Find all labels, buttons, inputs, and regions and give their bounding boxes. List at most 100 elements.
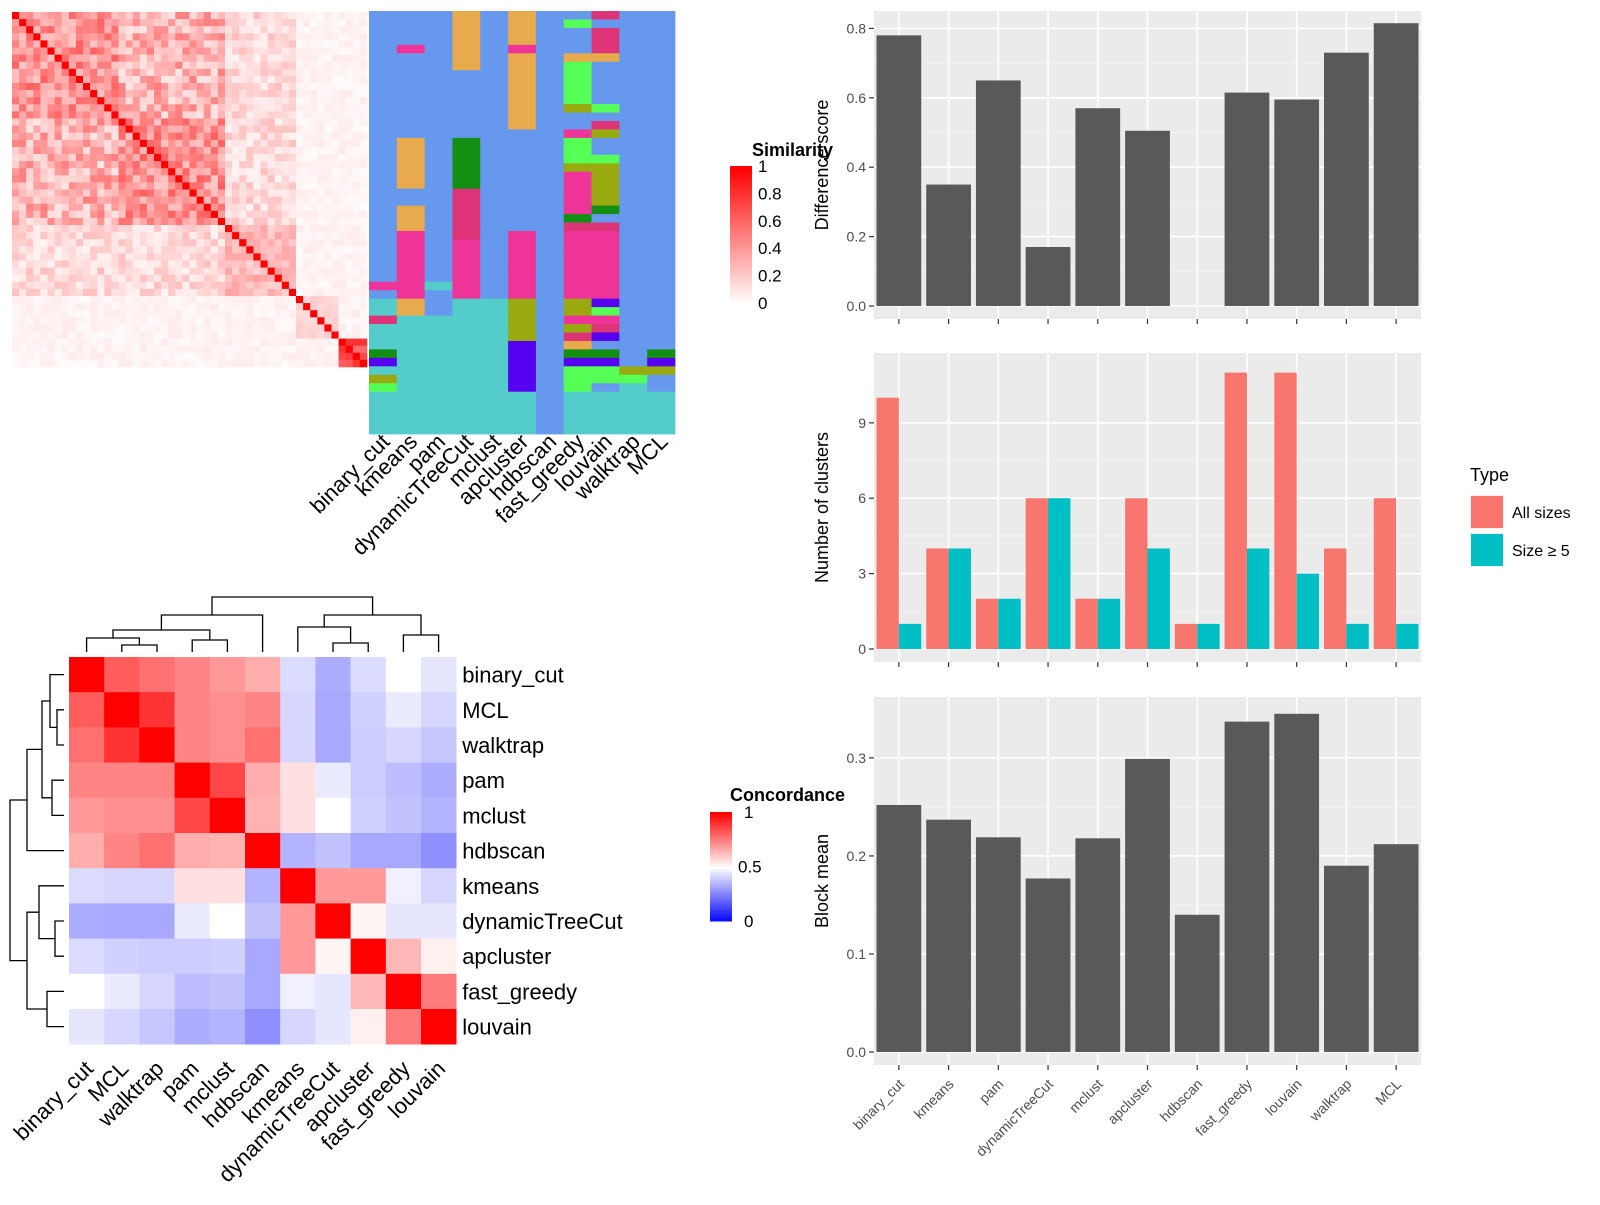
similarity-cell [68, 345, 77, 354]
similarity-cell [352, 274, 361, 283]
similarity-cell [90, 260, 98, 268]
similarity-cell [90, 12, 98, 20]
similarity-cell [40, 196, 48, 204]
similarity-cell [168, 161, 176, 169]
similarity-cell [75, 338, 84, 346]
similarity-cell [111, 232, 119, 240]
similarity-cell [225, 161, 233, 169]
membership-cell [591, 264, 620, 274]
similarity-cell [345, 19, 354, 27]
concordance-legend-step [710, 888, 732, 892]
similarity-cell [310, 125, 318, 133]
similarity-legend-tick: 0.4 [758, 239, 782, 258]
similarity-cell [75, 331, 84, 339]
similarity-cell [189, 232, 197, 240]
similarity-cell [296, 26, 304, 34]
similarity-cell [75, 239, 84, 247]
similarity-cell [324, 75, 332, 84]
similarity-cell [118, 154, 126, 162]
similarity-cell [111, 54, 119, 62]
similarity-cell [352, 345, 361, 354]
similarity-cell [225, 267, 233, 275]
similarity-cell [324, 19, 332, 27]
similarity-cell [210, 132, 219, 141]
similarity-legend-step [730, 292, 752, 297]
membership-cell [480, 95, 509, 105]
similarity-cell [47, 40, 55, 48]
concordance-cell [421, 868, 457, 904]
similarity-cell [40, 189, 48, 197]
similarity-cell [90, 97, 98, 105]
similarity-cell [161, 139, 169, 148]
membership-cell [563, 180, 592, 190]
concordance-legend-step [710, 907, 732, 911]
similarity-cell [246, 19, 254, 27]
membership-cell [480, 408, 509, 418]
similarity-cell [118, 104, 126, 112]
concordance-legend-tick: 0.5 [738, 858, 762, 877]
concordance-cell [315, 973, 351, 1010]
similarity-cell [196, 19, 204, 27]
similarity-cell [118, 345, 126, 354]
similarity-cell [253, 260, 261, 268]
similarity-cell [61, 203, 70, 212]
bar-size---5-binary_cut [898, 623, 922, 649]
similarity-cell [352, 19, 361, 27]
similarity-cell [317, 97, 325, 105]
concordance-cell [104, 938, 140, 975]
similarity-cell [104, 324, 112, 332]
membership-cell [563, 222, 592, 232]
similarity-cell [352, 97, 361, 105]
similarity-cell [97, 12, 105, 20]
concordance-row-label-mclust: mclust [462, 803, 526, 828]
similarity-cell [68, 47, 77, 55]
similarity-cell [175, 33, 183, 41]
similarity-cell [338, 47, 346, 55]
membership-cell [535, 19, 565, 29]
similarity-cell [345, 139, 354, 148]
membership-cell [647, 87, 676, 96]
similarity-cell [203, 75, 212, 84]
similarity-legend-step [730, 296, 752, 301]
similarity-cell [104, 125, 112, 133]
similarity-cell [345, 217, 354, 226]
similarity-cell [345, 253, 354, 261]
similarity-cell [90, 338, 98, 346]
similarity-cell [68, 33, 77, 41]
concordance-cell [139, 657, 175, 693]
similarity-cell [61, 189, 70, 197]
similarity-cell [12, 111, 20, 119]
similarity-cell [33, 260, 41, 268]
similarity-cell [26, 232, 34, 240]
similarity-cell [26, 189, 34, 197]
similarity-legend-step [730, 213, 752, 218]
similarity-cell [189, 267, 197, 275]
similarity-cell [168, 175, 176, 183]
similarity-cell [345, 168, 354, 176]
similarity-cell [189, 132, 197, 141]
similarity-cell [267, 40, 275, 48]
similarity-cell [203, 40, 212, 48]
similarity-cell [331, 246, 339, 254]
similarity-cell [175, 253, 183, 261]
bar-MCL [1373, 23, 1419, 306]
dendrogram-branch [121, 644, 158, 652]
membership-cell [369, 239, 398, 249]
similarity-cell [19, 345, 27, 354]
similarity-cell [75, 47, 84, 55]
dendrogram-branch [54, 920, 64, 957]
similarity-cell [40, 324, 48, 332]
similarity-cell [68, 175, 77, 183]
membership-cell [452, 247, 481, 257]
membership-cell [508, 137, 537, 147]
membership-cell [508, 425, 537, 435]
membership-cell [480, 44, 509, 54]
concordance-legend-step [710, 877, 732, 881]
similarity-cell [146, 40, 155, 48]
similarity-cell [75, 288, 84, 297]
similarity-cell [139, 281, 148, 290]
similarity-cell [111, 310, 119, 318]
similarity-cell [54, 97, 62, 105]
similarity-cell [54, 303, 62, 311]
membership-cell [480, 417, 509, 426]
